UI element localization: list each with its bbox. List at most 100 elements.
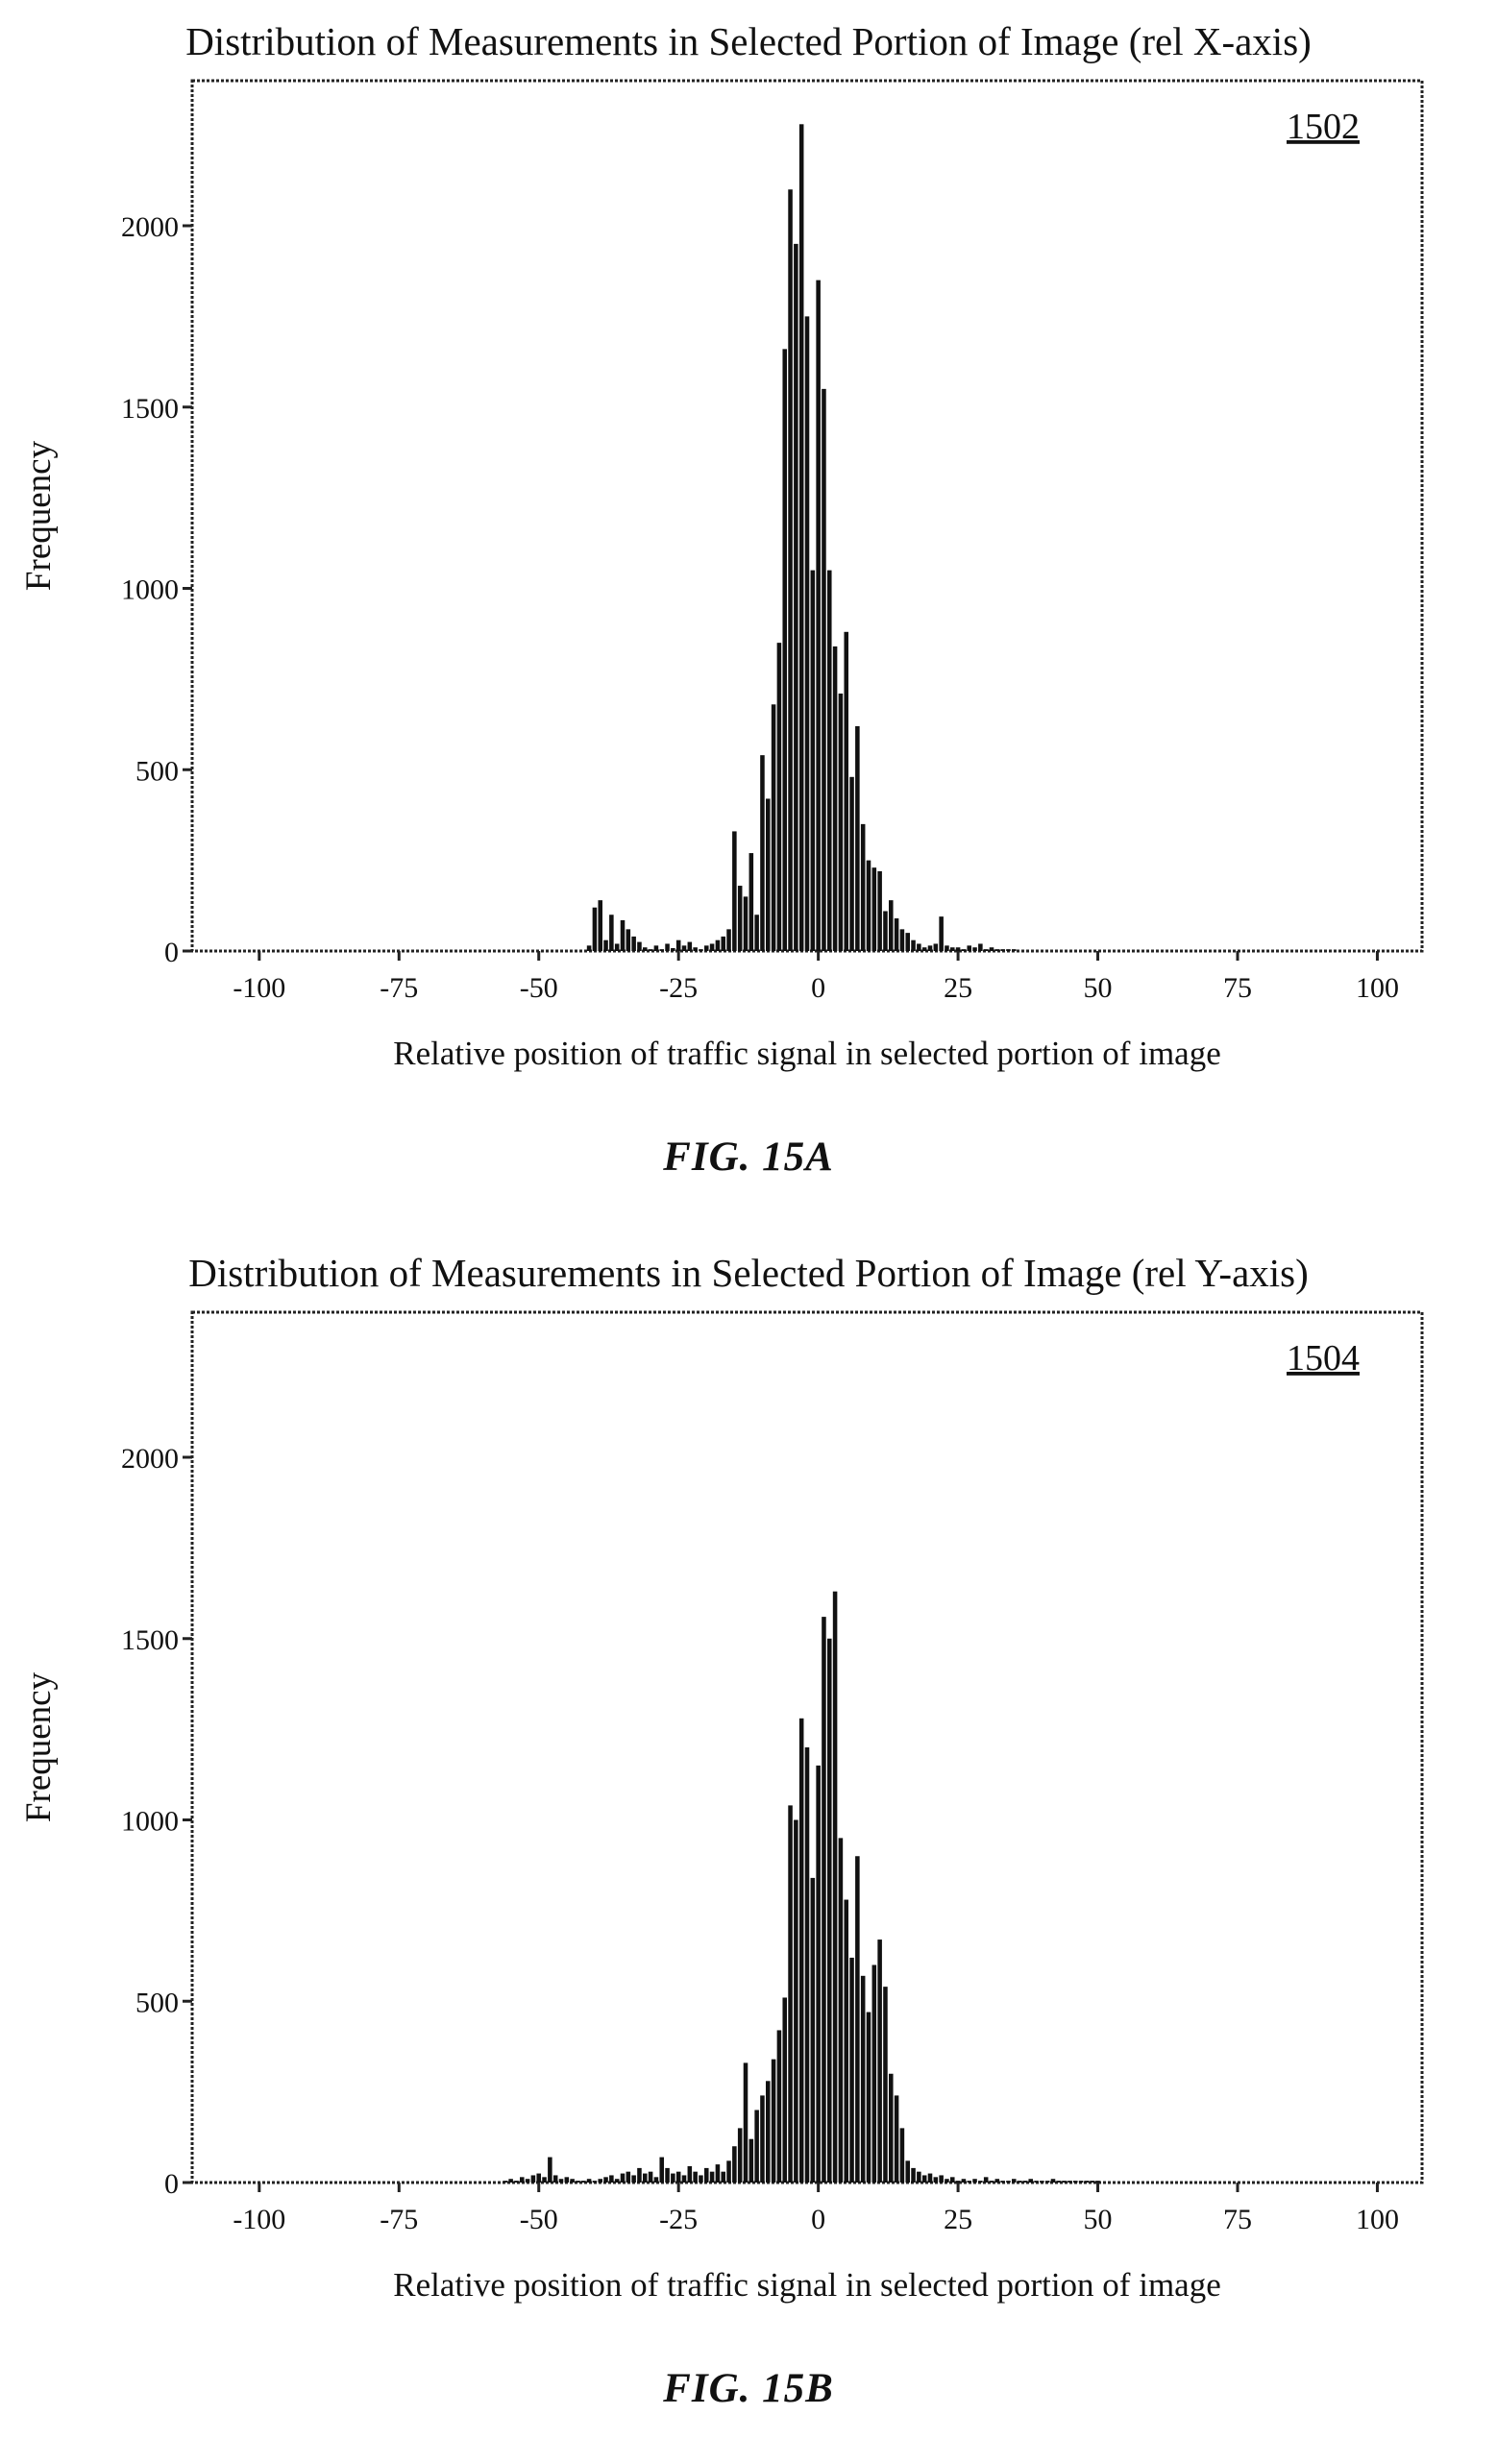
- histogram-bar: [1084, 2181, 1090, 2183]
- histogram-chart: 0 500 1000 1500 2000 -100 -75 -50 -25 0 25 50 75 100 R…: [19, 79, 1424, 1072]
- histogram-bar: [978, 943, 983, 951]
- y-axis-label: Frequency: [19, 440, 59, 591]
- histogram-bar: [721, 2171, 725, 2183]
- y-tick-label: 0: [164, 937, 179, 968]
- histogram-bar: [782, 349, 787, 952]
- histogram-bar: [1028, 2179, 1033, 2183]
- histogram-bar: [760, 2095, 765, 2183]
- histogram-bar: [972, 947, 977, 951]
- histogram-bar: [1022, 2181, 1028, 2183]
- histogram-bar: [1044, 2181, 1050, 2183]
- histogram-bar: [665, 943, 670, 951]
- x-tick-label: -50: [520, 972, 558, 1004]
- histogram-bar: [721, 936, 725, 951]
- histogram-bar: [838, 693, 844, 951]
- reference-label: 1504: [1287, 1338, 1360, 1378]
- histogram-bar: [983, 2177, 989, 2183]
- x-tick-label: 25: [944, 972, 972, 1004]
- x-tick-label: -75: [380, 2204, 418, 2235]
- figure-15b: Distribution of Measurements in Selected…: [0, 1232, 1497, 2464]
- histogram-bar: [754, 915, 759, 951]
- histogram-bar: [732, 831, 737, 951]
- x-tick-label: 100: [1356, 972, 1399, 1004]
- y-tick-label: 2000: [121, 1443, 179, 1475]
- histogram-bar: [832, 646, 838, 951]
- histogram-bar: [592, 907, 598, 951]
- histogram-bar: [675, 2171, 681, 2183]
- histogram-bar: [877, 870, 882, 951]
- histogram-bar: [1056, 2181, 1062, 2183]
- histogram-bar: [883, 1987, 888, 2183]
- histogram-bar: [894, 2095, 899, 2183]
- histogram-bar: [586, 945, 592, 951]
- histogram-bar: [665, 2167, 670, 2183]
- histogram-bar: [804, 316, 810, 951]
- histogram-bar: [894, 918, 899, 951]
- bars-group: [586, 124, 1017, 952]
- histogram-bar: [653, 945, 659, 951]
- histogram-bar: [1000, 949, 1005, 951]
- histogram-bar: [866, 860, 871, 951]
- histogram-bar: [871, 1964, 877, 2183]
- histogram-bar: [598, 900, 602, 951]
- histogram-bar: [822, 388, 826, 951]
- histogram-bar: [726, 2160, 731, 2183]
- histogram-bar: [855, 1856, 860, 2183]
- histogram-bar: [743, 2062, 748, 2183]
- histogram-bar: [771, 2059, 776, 2183]
- histogram-bar: [715, 2164, 721, 2183]
- x-tick-label: -25: [659, 972, 698, 1004]
- histogram-bar: [620, 919, 626, 951]
- histogram-bar: [681, 945, 687, 951]
- histogram-bar: [782, 1997, 787, 2183]
- histogram-bar: [614, 943, 620, 951]
- histogram-bar: [548, 2157, 552, 2183]
- histogram-bar: [631, 2175, 636, 2183]
- histogram-bar: [626, 2171, 631, 2183]
- histogram-bar: [776, 2030, 782, 2183]
- histogram-bar: [838, 1838, 844, 2183]
- histogram-bar: [883, 911, 888, 951]
- x-tick-label: -75: [380, 972, 418, 1004]
- histogram-bar: [1012, 2179, 1017, 2183]
- histogram-bar: [514, 2181, 519, 2183]
- histogram-bar: [659, 949, 664, 951]
- histogram-bar: [933, 943, 939, 951]
- histogram-bar: [810, 1877, 816, 2183]
- histogram-bar: [1017, 2181, 1022, 2183]
- y-tick-label: 2000: [121, 211, 179, 243]
- x-axis-label: Relative position of traffic signal in s…: [393, 1035, 1220, 1072]
- histogram-bar: [989, 947, 994, 951]
- histogram-bar: [653, 2177, 659, 2183]
- histogram-bar: [592, 2181, 598, 2183]
- histogram-bar: [967, 945, 971, 951]
- histogram-bar: [1090, 2181, 1094, 2183]
- x-tick-label: -50: [520, 2204, 558, 2235]
- histogram-bar: [950, 2177, 955, 2183]
- histogram-bar: [899, 2128, 905, 2183]
- histogram-bar: [822, 1617, 826, 2183]
- histogram-bar: [614, 2179, 620, 2183]
- histogram-bar: [827, 570, 832, 951]
- histogram-bar: [961, 949, 967, 951]
- histogram-bar: [687, 2166, 693, 2183]
- histogram-bar: [643, 947, 648, 951]
- histogram-bar: [576, 2181, 580, 2183]
- histogram-bar: [620, 2173, 626, 2183]
- histogram-bar: [558, 2179, 564, 2183]
- histogram-bar: [776, 643, 782, 951]
- histogram-bar: [849, 776, 854, 951]
- histogram-bar: [794, 1819, 798, 2183]
- histogram-bar: [849, 1957, 854, 2183]
- y-tick-label: 0: [164, 2168, 179, 2200]
- histogram-bar: [503, 2181, 508, 2183]
- histogram-bar: [520, 2177, 525, 2183]
- histogram-bar: [877, 1939, 882, 2183]
- histogram-bar: [766, 2081, 771, 2183]
- histogram-bar: [643, 2173, 648, 2183]
- histogram-bar: [804, 1747, 810, 2183]
- histogram-bar: [693, 2171, 698, 2183]
- histogram-bar: [609, 915, 614, 951]
- histogram-bar: [648, 2171, 653, 2183]
- histogram-bar: [581, 2181, 586, 2183]
